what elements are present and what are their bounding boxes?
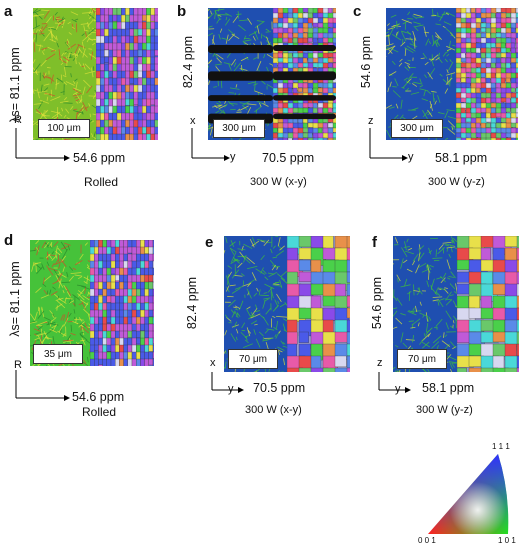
scale-bar: 35 μm (33, 344, 83, 364)
axis-label-y: y (408, 151, 414, 163)
axis-arrows (186, 124, 231, 164)
condition-label: 300 W (y-z) (416, 404, 473, 416)
horizontal-ppm-label: 70.5 ppm (253, 381, 305, 395)
vertical-ppm-label: λs= 81.1 ppm (8, 254, 22, 344)
vertical-ppm-label: 54.6 ppm (370, 273, 384, 333)
scale-bar: 70 μm (228, 349, 278, 369)
condition-label: 300 W (y-z) (428, 176, 485, 188)
condition-label: 300 W (x-y) (250, 176, 307, 188)
micrograph-texture (287, 236, 350, 372)
micrograph-texture (456, 8, 518, 140)
axis-label-z: z (377, 357, 383, 369)
panel-letter: d (4, 232, 13, 249)
micrograph-texture (96, 8, 158, 140)
ipf-legend: 1 1 1 0 0 1 1 0 1 (418, 442, 524, 548)
axis-arrows (206, 370, 246, 400)
panel-letter: a (4, 3, 12, 20)
micrograph-texture (90, 240, 154, 366)
condition-label: Rolled (82, 405, 116, 419)
vertical-ppm-label: 82.4 ppm (181, 32, 195, 92)
horizontal-ppm-label: 54.6 ppm (72, 390, 124, 404)
panel-letter: c (353, 3, 361, 20)
horizontal-ppm-label: 58.1 ppm (422, 381, 474, 395)
legend-label-001: 0 0 1 (418, 536, 436, 545)
panel-letter: b (177, 3, 186, 20)
ipf-map (457, 236, 519, 372)
condition-label: 300 W (x-y) (245, 404, 302, 416)
axis-label-y: y (395, 383, 401, 395)
panel-letter: e (205, 234, 213, 251)
condition-label: Rolled (84, 175, 118, 189)
axis-arrows (10, 368, 70, 408)
legend-label-101: 1 0 1 (498, 536, 516, 545)
axis-arrows (364, 124, 409, 164)
axis-label-y: y (228, 383, 234, 395)
ipf-map (273, 8, 336, 140)
horizontal-ppm-label: 58.1 ppm (435, 151, 487, 165)
axis-label-x: x (210, 357, 216, 369)
ipf-map (90, 240, 154, 366)
ipf-map (96, 8, 158, 140)
ipf-legend-triangle (418, 442, 524, 548)
ipf-map (287, 236, 350, 372)
scale-bar: 70 μm (397, 349, 447, 369)
vertical-ppm-label: 82.4 ppm (185, 273, 199, 333)
horizontal-ppm-label: 54.6 ppm (73, 151, 125, 165)
ipf-map (456, 8, 518, 140)
vertical-ppm-label: 54.6 ppm (359, 32, 373, 92)
micrograph-texture (457, 236, 519, 372)
axis-arrows (373, 370, 413, 400)
panel-letter: f (372, 234, 377, 251)
horizontal-ppm-label: 70.5 ppm (262, 151, 314, 165)
legend-label-111: 1 1 1 (492, 442, 510, 451)
axis-label-y: y (230, 151, 236, 163)
axis-arrows (10, 124, 70, 164)
micrograph-texture (273, 8, 336, 140)
